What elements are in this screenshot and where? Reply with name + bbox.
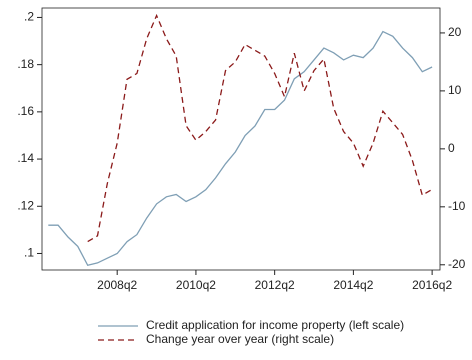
y2-tick-label: -20: [448, 257, 466, 271]
series-line: [87, 13, 433, 243]
x-tick-label: 2008q2: [97, 278, 137, 292]
x-tick-label: 2014q2: [333, 278, 373, 292]
y2-tick-label: 20: [448, 25, 462, 39]
x-tick-label: 2012q2: [255, 278, 295, 292]
x-tick-label: 2010q2: [176, 278, 216, 292]
series-line: [48, 30, 433, 267]
y-tick-label: .14: [17, 151, 34, 165]
y-tick-label: .2: [24, 10, 34, 24]
y-tick-label: .16: [17, 104, 34, 118]
y2-tick-label: -10: [448, 199, 466, 213]
y2-tick-label: 10: [448, 83, 462, 97]
y-tick-label: .18: [17, 57, 34, 71]
y-tick-label: .12: [17, 198, 34, 212]
plot-frame: [41, 7, 441, 271]
y2-tick-label: 0: [448, 141, 455, 155]
x-tick-label: 2016q2: [412, 278, 452, 292]
legend-label: Credit application for income property (…: [146, 318, 404, 332]
y-tick-label: .1: [24, 246, 34, 260]
legend-label: Change year over year (right scale): [146, 332, 334, 346]
